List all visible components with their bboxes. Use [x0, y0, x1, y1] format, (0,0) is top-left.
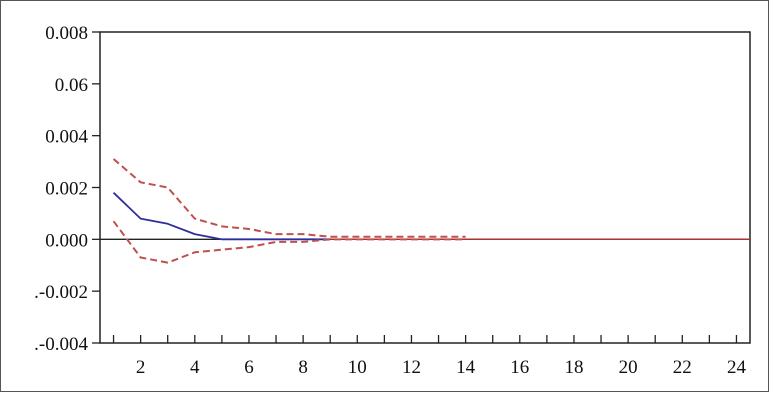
- x-tick-label: 22: [673, 357, 692, 378]
- x-tick-label: 4: [190, 357, 200, 378]
- y-axis: 0.008 0.06 0.004 0.002 0.000 .-0.002 .-0.004: [34, 23, 100, 355]
- x-tick-label: 6: [244, 357, 254, 378]
- y-tick-label: .-0.004: [34, 334, 88, 355]
- x-tick-label: 12: [402, 357, 421, 378]
- x-tick-label: 2: [136, 357, 146, 378]
- x-tick-label: 10: [348, 357, 367, 378]
- upper-band-line: [112, 158, 466, 238]
- lower-band-line: [112, 220, 466, 264]
- x-tick-label: 18: [564, 357, 583, 378]
- x-tick-label: 8: [298, 357, 308, 378]
- series-group: [100, 158, 750, 264]
- y-tick-label: 0.06: [55, 75, 88, 96]
- y-tick-label: 0.004: [45, 127, 88, 148]
- x-axis: 2 4 6 8 10 12 14 16 18 20 22 24: [112, 335, 747, 378]
- y-tick-label: 0.000: [45, 230, 88, 251]
- response-line: [112, 192, 331, 241]
- x-tick-label: 24: [727, 357, 747, 378]
- x-tick-label: 20: [619, 357, 638, 378]
- x-tick-label: 14: [456, 357, 476, 378]
- y-tick-label: .-0.002: [34, 282, 88, 303]
- y-tick-label: 0.002: [45, 179, 88, 200]
- y-tick-label: 0.008: [45, 23, 88, 44]
- x-tick-label: 16: [510, 357, 529, 378]
